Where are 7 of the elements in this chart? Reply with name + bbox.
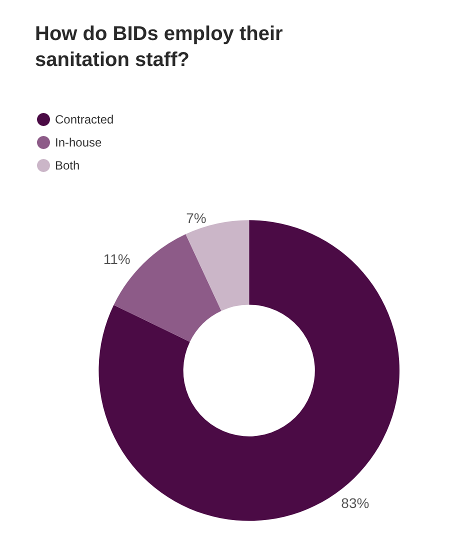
legend-label: Both: [55, 158, 80, 172]
legend-label: Contracted: [55, 112, 114, 126]
chart-title: How do BIDs employ their sanitation staff?: [35, 23, 288, 71]
data-label: 7%: [186, 210, 206, 226]
data-label: 11%: [103, 251, 130, 268]
legend-label: In-house: [55, 136, 102, 150]
data-label: 83%: [341, 495, 370, 512]
